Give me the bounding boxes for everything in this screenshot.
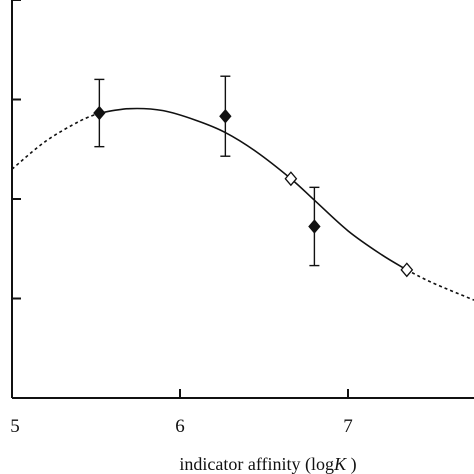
x-tick-label: 7 <box>343 416 353 437</box>
y-ticks <box>12 0 21 300</box>
error-bars <box>94 75 320 267</box>
filled-diamond-point <box>93 105 106 121</box>
filled-diamond-point <box>308 219 321 234</box>
fit-curve-solid <box>99 107 408 271</box>
x-tick-label: 5 <box>10 416 20 437</box>
filled-diamond-point <box>219 108 232 124</box>
open-diamond-point <box>284 171 298 187</box>
open-diamond-point <box>400 262 414 278</box>
x-ticks: 5 6 7 <box>10 389 353 437</box>
fit-curve-dashed <box>11 112 100 170</box>
axes <box>11 0 474 399</box>
fit-curve <box>11 107 474 301</box>
fit-curve-dashed <box>406 269 474 301</box>
x-axis-title: indicator affinity (logK ) <box>179 454 356 474</box>
data-markers <box>93 105 414 278</box>
x-tick-label: 6 <box>175 416 185 437</box>
